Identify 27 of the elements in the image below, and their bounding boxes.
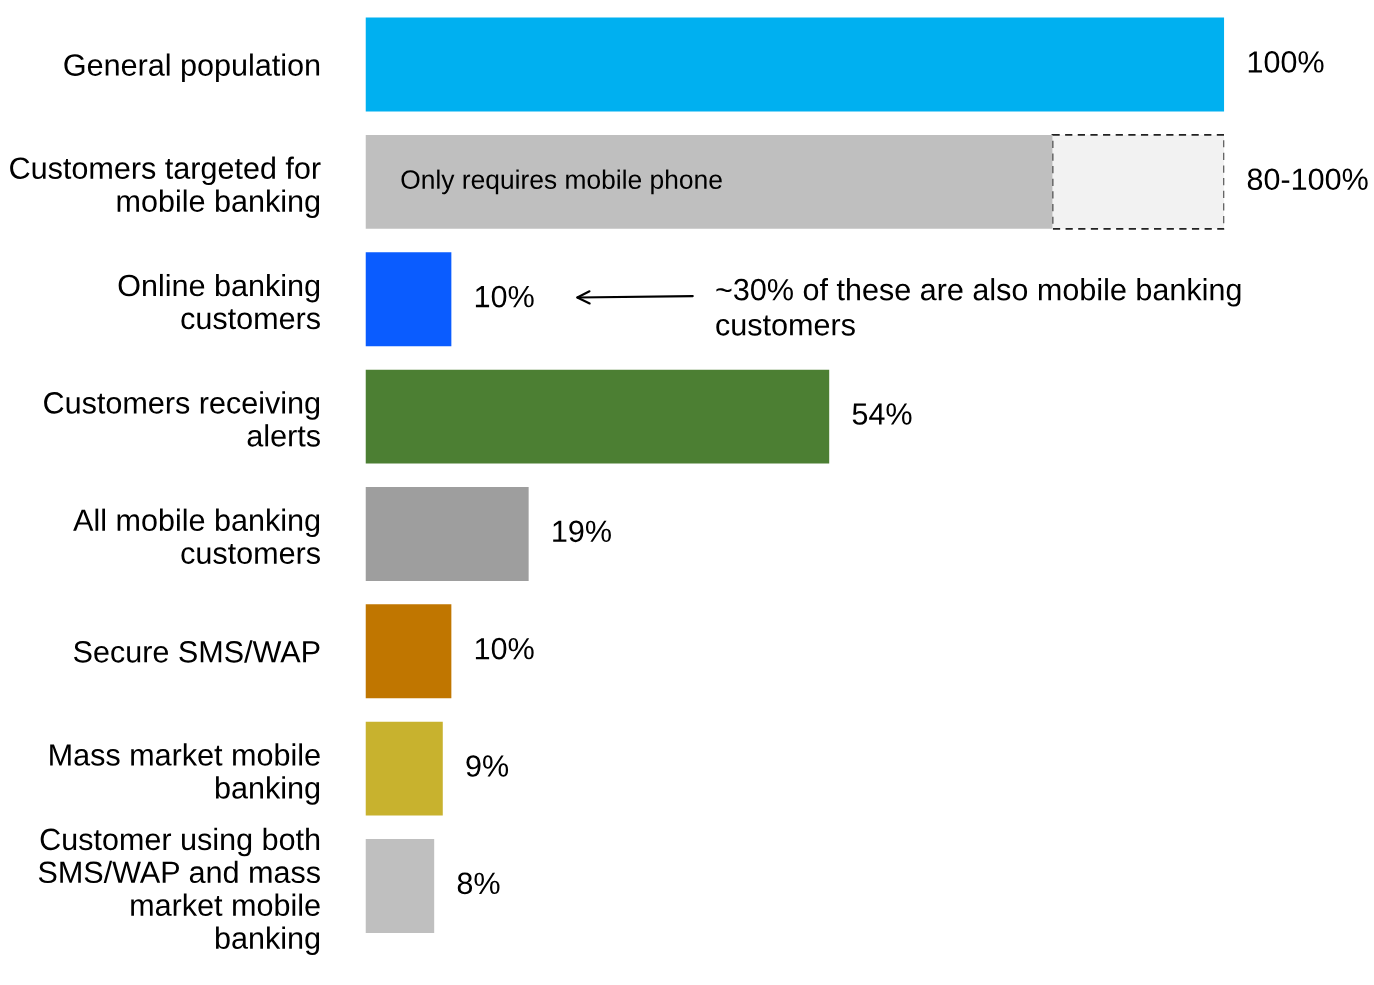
- bar: [365, 839, 435, 933]
- data-label: 19%: [553, 520, 611, 543]
- y-tick-label: Online banking customers: [118, 273, 320, 330]
- data-label: 100%: [1248, 51, 1324, 73]
- annotation: Only requires mobile phone: [401, 169, 722, 195]
- bar: [365, 487, 529, 581]
- data-label: 10%: [475, 637, 534, 660]
- y-tick-label: Secure SMS/WAP: [73, 640, 320, 663]
- total-label: 80-100%: [1247, 168, 1368, 191]
- y-tick-label: Mass market mobile banking: [50, 743, 320, 805]
- y-tick-label: All mobile banking customers: [73, 508, 320, 564]
- data-label: 8%: [457, 872, 500, 895]
- y-tick-label: Customers targeted for mobile banking: [10, 156, 321, 218]
- bar: [365, 134, 1053, 229]
- bar: [365, 604, 452, 699]
- bar: [365, 369, 830, 464]
- bar: [365, 721, 443, 816]
- annotation: ~30% of these are also mobile banking customers: [716, 278, 1241, 336]
- data-label: 9%: [466, 755, 509, 777]
- y-tick-label: General population: [64, 53, 320, 82]
- y-tick-label: Customer using both SMS/WAP and mass market mobile banking: [38, 827, 320, 955]
- bar: [365, 252, 452, 347]
- bar: [1051, 134, 1225, 230]
- data-label: 10%: [475, 285, 534, 308]
- bar: [365, 17, 1225, 112]
- y-tick-label: Customers receiving alerts: [44, 391, 320, 447]
- data-label: 54%: [852, 403, 912, 425]
